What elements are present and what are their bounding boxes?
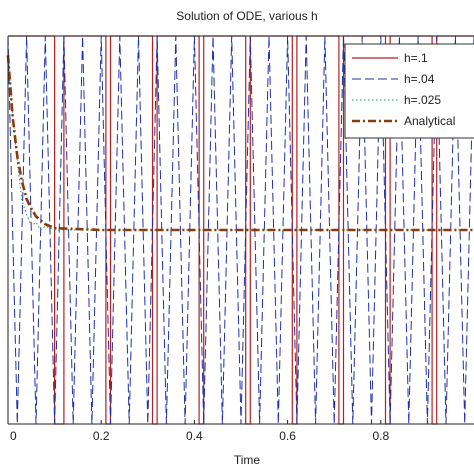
legend-label-0: h=.1 xyxy=(404,51,428,65)
x-axis-label: Time xyxy=(234,453,261,467)
x-tick-label: 0 xyxy=(10,429,17,443)
series-line-3 xyxy=(6,55,474,232)
legend-label-2: h=.025 xyxy=(404,93,441,107)
x-ticks: 0 0.2 0.4 0.6 0.8 xyxy=(7,420,389,443)
legend-box xyxy=(344,43,474,139)
chart-title: Solution of ODE, various h xyxy=(176,9,317,23)
legend-label-1: h=.04 xyxy=(404,72,435,86)
x-tick-label: 0.4 xyxy=(186,429,203,443)
legend: h=.1 h=.04 h=.025 Analytical xyxy=(344,43,474,139)
legend-label-3: Analytical xyxy=(404,114,455,128)
x-tick-label: 0.8 xyxy=(372,429,389,443)
x-tick-label: 0.2 xyxy=(93,429,110,443)
x-tick-label: 0.6 xyxy=(279,429,296,443)
legend-items: h=.1 h=.04 h=.025 Analytical xyxy=(352,51,455,128)
